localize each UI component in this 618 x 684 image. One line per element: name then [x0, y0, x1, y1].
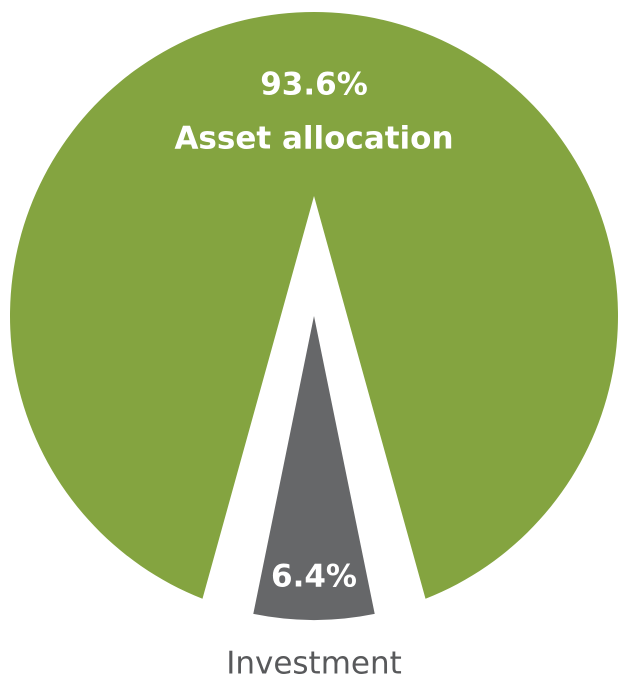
pie-slice — [10, 11, 618, 599]
category-label: Investment — [226, 646, 402, 682]
value-label: 6.4% — [271, 559, 357, 595]
value-label: 93.6% — [260, 67, 368, 103]
category-label: Asset allocation — [174, 121, 453, 157]
pie-slice — [253, 316, 375, 620]
